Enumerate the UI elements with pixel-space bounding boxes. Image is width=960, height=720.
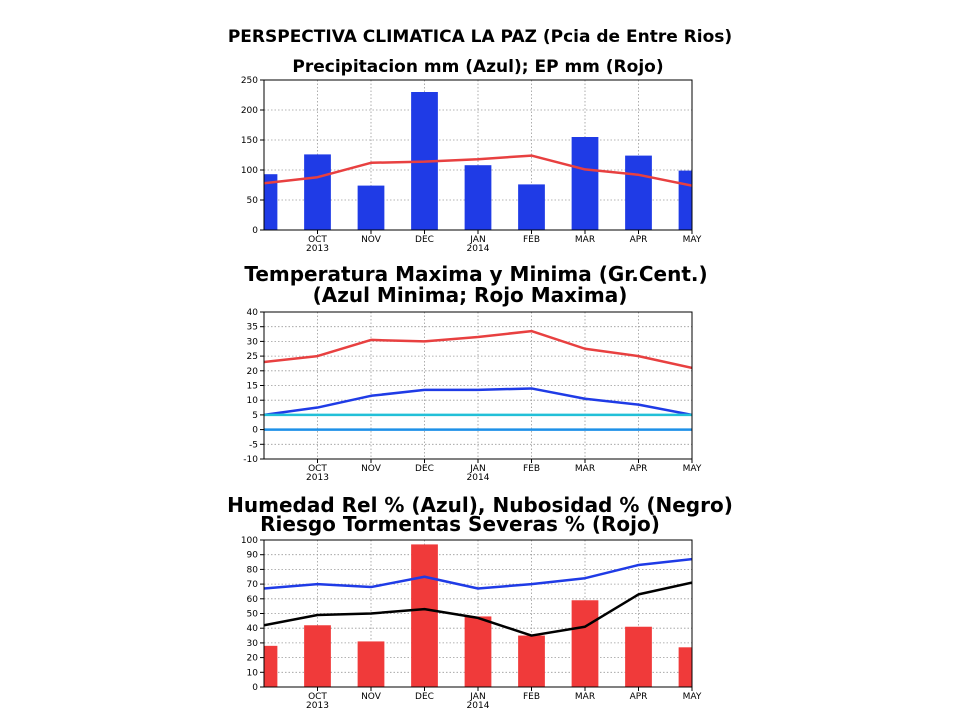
y-tick-label: 5 (252, 411, 258, 421)
plot-area (264, 544, 692, 687)
precipitation-panel: Precipitacion mm (Azul); EP mm (Rojo) 0 5… (241, 57, 702, 254)
bar (625, 155, 652, 230)
bar (464, 616, 492, 687)
y-tick-label: 0 (252, 226, 258, 236)
series-line (264, 154, 692, 187)
x-tick-label: MAR (575, 235, 595, 245)
y-tick-label: 50 (247, 196, 259, 206)
y-tick-label: 100 (241, 166, 258, 176)
bar (571, 600, 599, 687)
humidity-panel: Humedad Rel % (Azul), Nubosidad % (Negro… (227, 493, 733, 711)
bar (464, 165, 492, 230)
x-tick-label: MAR (575, 464, 595, 474)
bar (518, 635, 545, 687)
temperature-chart: -10 -5 0 5 10 15 20 25 30 35 40 OCT NOV DEC JAN FEB MAR A… (243, 308, 702, 483)
y-tick-label: 0 (252, 683, 258, 693)
x-tick-label: MAY (683, 235, 702, 245)
y-tick-label: 10 (247, 396, 259, 406)
x-tick-label: APR (630, 464, 648, 474)
x-tick-label: DEC (415, 464, 434, 474)
bar (304, 154, 331, 230)
bar (678, 647, 692, 687)
humidity-subtitle: Riesgo Tormentas Severas % (Rojo) (260, 512, 660, 536)
x-tick-label: OCT (308, 692, 327, 702)
x-tick-label: MAY (683, 464, 702, 474)
y-tick-label: 80 (247, 565, 259, 575)
y-tick-label: 250 (241, 76, 258, 86)
year-label: 2014 (467, 244, 490, 254)
y-tick-label: -10 (243, 455, 258, 465)
bar (411, 544, 438, 687)
y-tick-label: 15 (247, 382, 258, 392)
series-line (264, 557, 692, 590)
y-tick-label: 100 (241, 536, 258, 546)
y-tick-label: 30 (247, 639, 259, 649)
y-tick-label: 40 (247, 308, 259, 318)
x-tick-label: FEB (523, 464, 540, 474)
y-tick-label: 20 (247, 654, 259, 664)
y-tick-label: 0 (252, 426, 258, 436)
x-tick-label: APR (630, 235, 648, 245)
y-tick-label: 40 (247, 624, 259, 634)
bar (304, 625, 331, 687)
bar (571, 137, 599, 230)
year-label: 2013 (306, 473, 329, 483)
temperature-panel: Temperatura Maxima y Minima (Gr.Cent.) (… (243, 262, 707, 483)
bar (357, 641, 385, 687)
plot-area (264, 329, 692, 431)
y-tick-label: 90 (247, 551, 259, 561)
y-tick-label: 10 (247, 668, 259, 678)
humidity-title: Humedad Rel % (Azul), Nubosidad % (Negro… (227, 493, 733, 517)
x-tick-label: APR (630, 692, 648, 702)
precipitation-title: Precipitacion mm (Azul); EP mm (Rojo) (292, 57, 663, 77)
plot-area (264, 92, 692, 230)
y-tick-label: 30 (247, 337, 259, 347)
x-tick-label: DEC (415, 692, 434, 702)
x-tick-label: FEB (523, 692, 540, 702)
x-tick-label: NOV (361, 235, 382, 245)
y-tick-label: 60 (247, 595, 259, 605)
bar (264, 174, 278, 230)
temperature-title: Temperatura Maxima y Minima (Gr.Cent.) (244, 262, 707, 286)
bar (357, 185, 385, 230)
x-tick-label: JAN (469, 464, 485, 474)
x-tick-label: DEC (415, 235, 434, 245)
x-tick-label: NOV (361, 464, 382, 474)
year-label: 2014 (467, 473, 490, 483)
y-tick-label: 50 (247, 610, 259, 620)
y-tick-label: 70 (247, 580, 259, 590)
y-tick-label: -5 (249, 440, 258, 450)
temperature-subtitle: (Azul Minima; Rojo Maxima) (313, 283, 628, 307)
series-line (264, 581, 692, 637)
x-tick-label: OCT (308, 464, 327, 474)
x-tick-label: OCT (308, 235, 327, 245)
humidity-chart: 0 10 20 30 40 50 60 70 80 90 100 OCT NOV DEC JAN FEB MAR… (241, 536, 702, 711)
y-tick-label: 20 (247, 367, 259, 377)
y-tick-label: 25 (247, 352, 258, 362)
x-tick-label: MAY (683, 692, 702, 702)
year-label: 2013 (306, 701, 329, 711)
bar (625, 626, 652, 687)
x-tick-label: MAR (575, 692, 595, 702)
x-tick-label: JAN (469, 235, 485, 245)
y-tick-label: 200 (241, 106, 258, 116)
year-label: 2014 (467, 701, 490, 711)
figure-title: PERSPECTIVA CLIMATICA LA PAZ (Pcia de En… (228, 27, 732, 47)
x-tick-label: FEB (523, 235, 540, 245)
precipitation-chart: 0 50 100 150 200 250 OCT NOV DEC JAN FEB MAR APR MAY 2… (241, 76, 702, 254)
x-tick-label: JAN (469, 692, 485, 702)
series-line (264, 387, 692, 417)
bar (264, 645, 278, 687)
bar (518, 184, 545, 230)
x-tick-label: NOV (361, 692, 382, 702)
y-tick-label: 150 (241, 136, 258, 146)
series-line (264, 329, 692, 370)
y-tick-label: 35 (247, 323, 258, 333)
year-label: 2013 (306, 244, 329, 254)
